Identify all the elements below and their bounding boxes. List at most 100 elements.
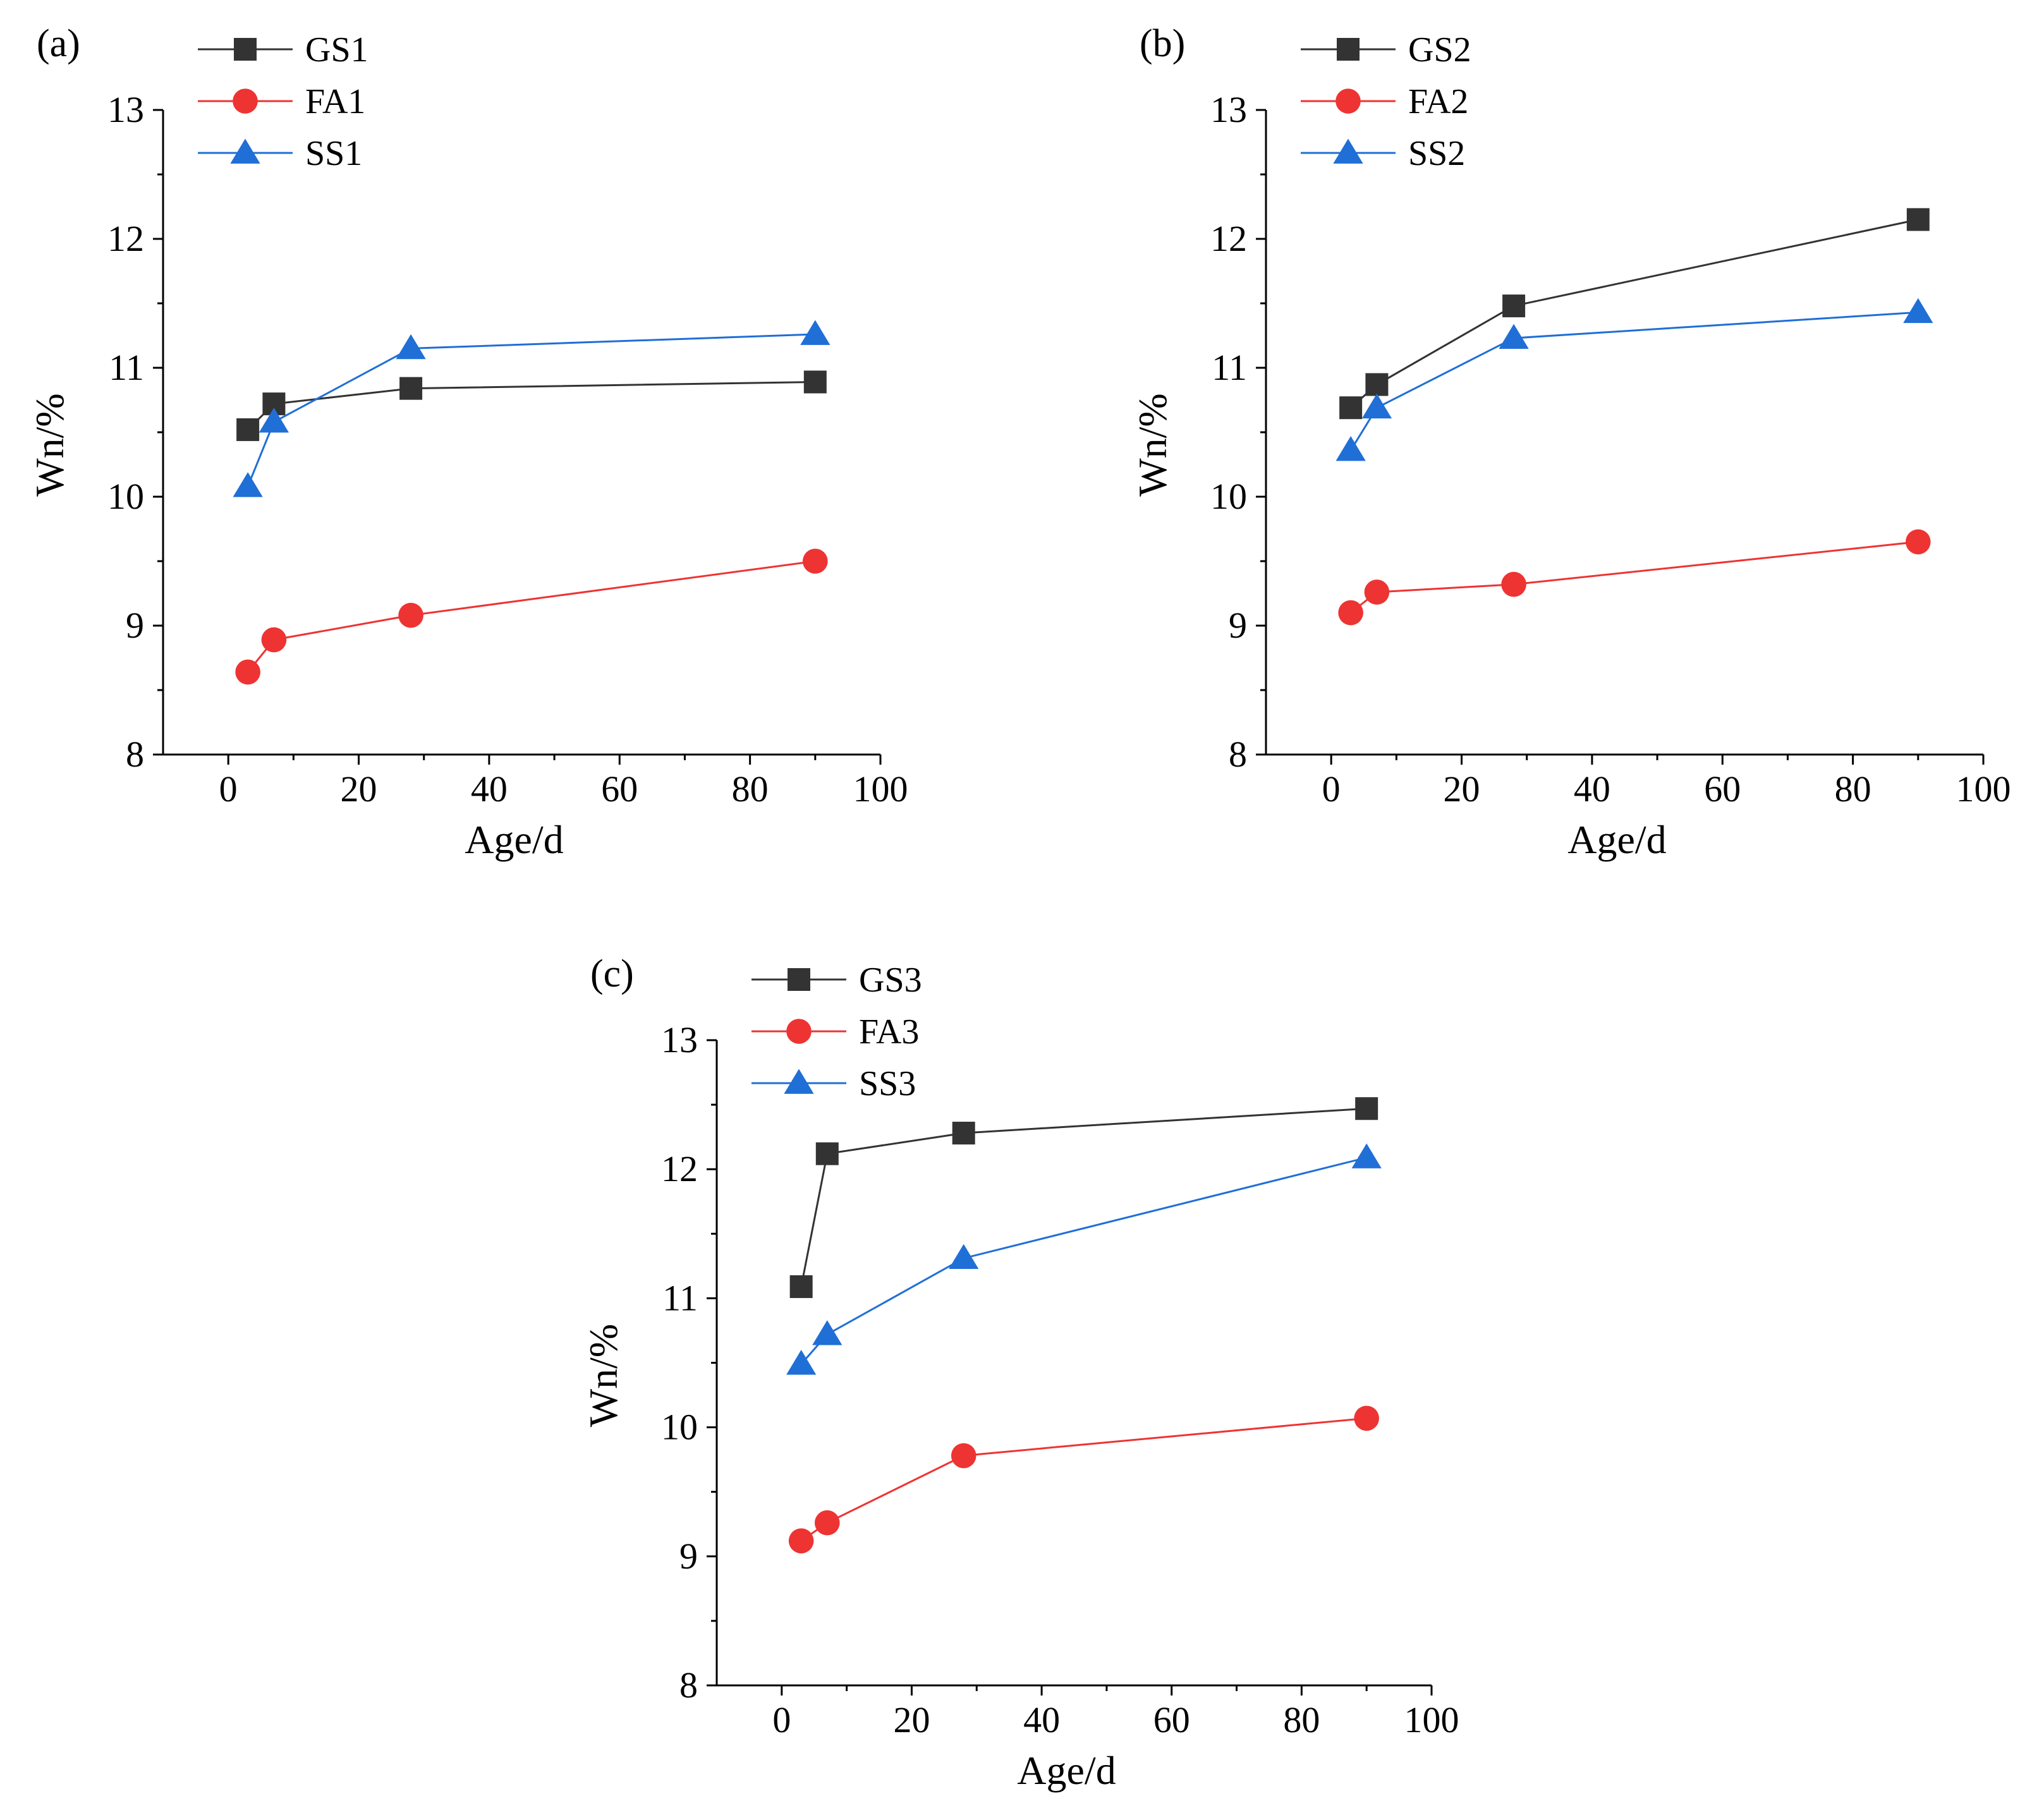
data-point-fa1	[235, 659, 260, 685]
data-point-ss1	[396, 334, 426, 360]
legend-marker-ss2	[1333, 138, 1363, 164]
data-point-fa1	[803, 549, 828, 574]
y-tick-label: 11	[662, 1277, 698, 1318]
series-line-gs2	[1350, 218, 1919, 409]
legend-label-gs3: GS3	[859, 961, 922, 1000]
x-axis-title: Age/d	[465, 817, 563, 862]
y-tick-label: 13	[661, 1019, 698, 1060]
x-tick-label: 0	[1322, 768, 1341, 810]
legend-label-ss2: SS2	[1408, 134, 1465, 173]
x-tick-label: 0	[219, 768, 238, 810]
y-tick-label: 11	[109, 347, 144, 388]
legend-marker-gs3	[788, 968, 810, 991]
y-tick-label: 9	[126, 605, 144, 646]
y-tick-label: 8	[126, 734, 144, 775]
legend-marker-fa2	[1335, 88, 1361, 114]
x-tick-label: 100	[1956, 768, 2011, 810]
y-tick-label: 9	[1229, 605, 1247, 646]
data-point-ss2	[1499, 324, 1529, 349]
y-tick-label: 8	[679, 1665, 698, 1706]
data-point-fa3	[1354, 1405, 1379, 1431]
data-point-ss1	[233, 472, 263, 497]
series-line-gs3	[800, 1107, 1367, 1287]
x-tick-label: 0	[772, 1699, 791, 1740]
x-tick-label: 100	[853, 768, 908, 810]
series-line-fa2	[1350, 540, 1918, 614]
legend-marker-ss1	[230, 138, 260, 164]
y-tick-label: 9	[679, 1536, 698, 1577]
x-axis-title: Age/d	[1567, 817, 1666, 862]
data-point-ss3	[1351, 1143, 1382, 1168]
data-point-ss1	[259, 408, 289, 433]
x-tick-label: 20	[341, 768, 377, 810]
series-line-fa3	[800, 1417, 1367, 1542]
y-tick-label: 10	[1210, 476, 1247, 517]
data-point-gs1	[399, 377, 423, 400]
y-tick-label: 10	[661, 1407, 698, 1448]
data-point-fa1	[261, 627, 287, 653]
x-tick-label: 100	[1404, 1699, 1459, 1740]
y-tick-label: 12	[1210, 218, 1247, 259]
panel-label: (c)	[590, 952, 634, 995]
series-line-ss2	[1349, 311, 1918, 451]
data-point-ss1	[800, 320, 830, 345]
y-axis-title: Wn/%	[581, 1324, 626, 1428]
data-point-ss3	[949, 1244, 979, 1269]
data-point-ss2	[1335, 436, 1366, 461]
x-tick-label: 60	[1153, 1699, 1190, 1740]
data-point-gs2	[1906, 208, 1930, 231]
data-point-fa2	[1338, 600, 1363, 626]
x-tick-label: 80	[1835, 768, 1871, 810]
legend-label-ss1: SS1	[305, 134, 362, 173]
chart-panel-b: 8 9 10 11 12 13 0 20 40 60 80 100 Age/d Wn/% (b) GS2 FA2…	[1130, 22, 2011, 862]
data-point-gs1	[803, 370, 827, 394]
data-point-ss3	[786, 1350, 817, 1375]
data-point-ss3	[812, 1320, 843, 1345]
data-point-fa2	[1364, 579, 1390, 605]
x-tick-label: 40	[1574, 768, 1610, 810]
series-line-ss3	[800, 1156, 1367, 1365]
data-point-fa2	[1906, 529, 1931, 555]
x-tick-label: 80	[732, 768, 769, 810]
x-tick-label: 20	[1444, 768, 1480, 810]
y-tick-label: 8	[1229, 734, 1247, 775]
legend-label-gs2: GS2	[1408, 30, 1471, 70]
legend-marker-ss3	[784, 1069, 814, 1094]
data-point-fa2	[1501, 571, 1526, 597]
x-tick-label: 60	[1704, 768, 1741, 810]
data-point-gs3	[1355, 1097, 1378, 1120]
x-tick-label: 40	[1023, 1699, 1060, 1740]
legend-marker-gs2	[1337, 38, 1360, 61]
data-point-fa3	[788, 1528, 814, 1554]
x-tick-label: 40	[471, 768, 508, 810]
data-point-gs3	[815, 1142, 839, 1165]
series-line-gs1	[247, 380, 815, 430]
data-point-gs2	[1339, 396, 1363, 420]
legend-label-fa1: FA1	[305, 82, 365, 121]
y-axis-title: Wn/%	[27, 393, 72, 497]
data-point-gs1	[236, 418, 260, 441]
data-point-gs2	[1365, 373, 1389, 396]
data-point-gs2	[1502, 294, 1526, 318]
y-tick-label: 12	[107, 218, 144, 259]
y-tick-label: 13	[107, 89, 144, 130]
x-tick-label: 20	[893, 1699, 930, 1740]
y-tick-label: 11	[1212, 347, 1247, 388]
data-point-ss2	[1903, 298, 1933, 324]
chart-panel-a: 8 9 10 11 12 13 0 20 40 60 80 100 Age/d Wn/% (a) GS1 FA1…	[27, 22, 908, 862]
data-point-ss2	[1361, 393, 1392, 419]
series-line-ss1	[246, 333, 815, 487]
legend-marker-fa1	[233, 88, 258, 114]
legend-marker-fa3	[786, 1019, 812, 1044]
y-tick-label: 12	[661, 1148, 698, 1189]
legend-label-fa3: FA3	[859, 1012, 919, 1052]
y-tick-label: 10	[107, 476, 144, 517]
legend-marker-gs1	[234, 38, 257, 61]
legend-label-fa2: FA2	[1408, 82, 1468, 121]
data-point-fa1	[398, 602, 423, 628]
data-point-fa3	[814, 1510, 840, 1536]
data-point-gs3	[952, 1122, 975, 1145]
x-tick-label: 60	[601, 768, 638, 810]
legend-label-gs1: GS1	[305, 30, 368, 70]
series-line-fa1	[246, 560, 816, 673]
